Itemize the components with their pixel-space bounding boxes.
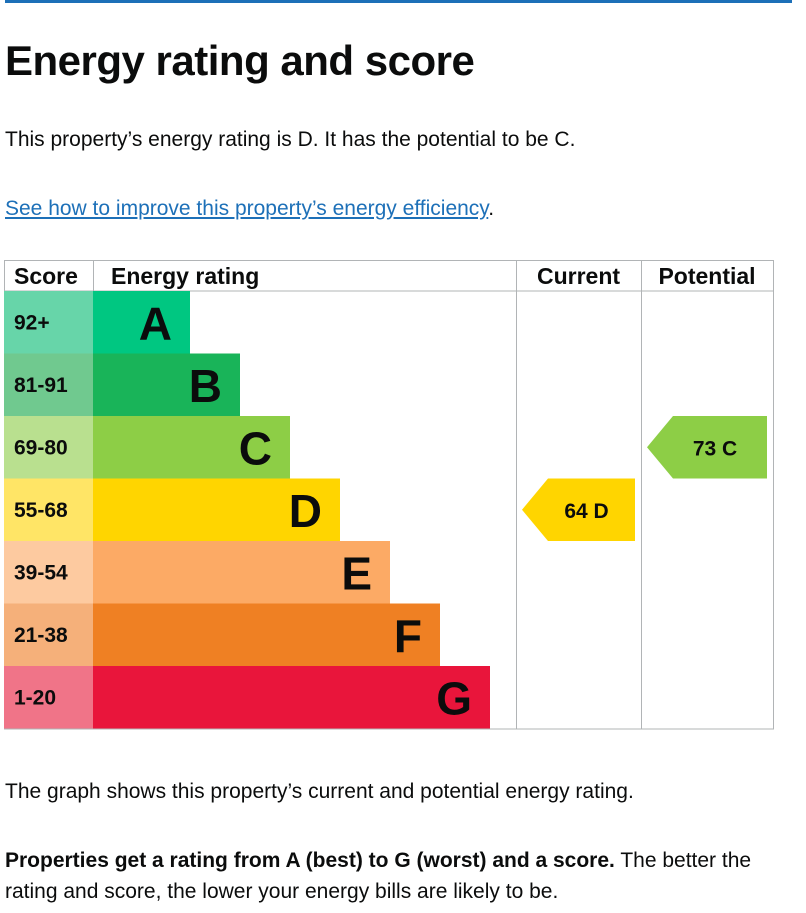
score-cell-c — [4, 416, 93, 479]
rating-letter-c: C — [239, 422, 272, 474]
score-cell-f — [4, 603, 93, 666]
rating-note-bold: Properties get a rating from A (best) to… — [5, 849, 615, 872]
page-title: Energy rating and score — [5, 37, 475, 84]
score-cell-e — [4, 541, 93, 604]
rating-note: Properties get a rating from A (best) to… — [5, 845, 795, 907]
score-cell-g — [4, 666, 93, 729]
score-cell-d — [4, 478, 93, 541]
header-score: Score — [14, 263, 78, 289]
score-label-e: 39-54 — [14, 561, 68, 584]
potential-rating-label: 73 C — [693, 437, 737, 460]
graph-note: The graph shows this property’s current … — [5, 780, 634, 803]
rating-bar-g — [93, 666, 490, 729]
rating-bar-a — [93, 291, 190, 354]
current-rating-label: 64 D — [564, 500, 608, 523]
improve-link-suffix: . — [488, 197, 495, 220]
rating-bar-c — [93, 416, 290, 479]
score-label-a: 92+ — [14, 311, 50, 334]
score-label-g: 1-20 — [14, 686, 56, 709]
header-current: Current — [537, 263, 620, 289]
score-cell-a — [4, 291, 93, 354]
rating-letter-a: A — [139, 297, 172, 349]
potential-arrow — [647, 416, 767, 479]
rating-bar-b — [93, 353, 240, 416]
rating-note-rest: The better the rating and score, the low… — [5, 849, 752, 903]
improve-paragraph: See how to improve this property’s energ… — [5, 193, 494, 224]
header-potential: Potential — [658, 263, 755, 289]
score-cell-b — [4, 353, 93, 416]
rating-bar-e — [93, 541, 390, 604]
improve-efficiency-link[interactable]: See how to improve this property’s energ… — [5, 197, 489, 220]
score-label-d: 55-68 — [14, 499, 68, 522]
rating-letter-f: F — [394, 610, 422, 662]
score-label-b: 81-91 — [14, 374, 68, 397]
rating-bar-f — [93, 603, 440, 666]
top-rule — [5, 0, 792, 3]
rating-letter-e: E — [341, 547, 372, 599]
score-label-f: 21-38 — [14, 624, 68, 647]
energy-rating-chart: Score Energy rating Current Potential 92+ A 81… — [4, 260, 774, 730]
current-arrow — [522, 478, 635, 541]
rating-letter-g: G — [436, 672, 472, 724]
score-label-c: 69-80 — [14, 436, 68, 459]
rating-letter-b: B — [189, 360, 222, 412]
header-energy-rating: Energy rating — [111, 263, 259, 289]
rating-letter-d: D — [289, 485, 322, 537]
rating-bar-d — [93, 478, 340, 541]
rating-summary: This property’s energy rating is D. It h… — [5, 128, 576, 151]
